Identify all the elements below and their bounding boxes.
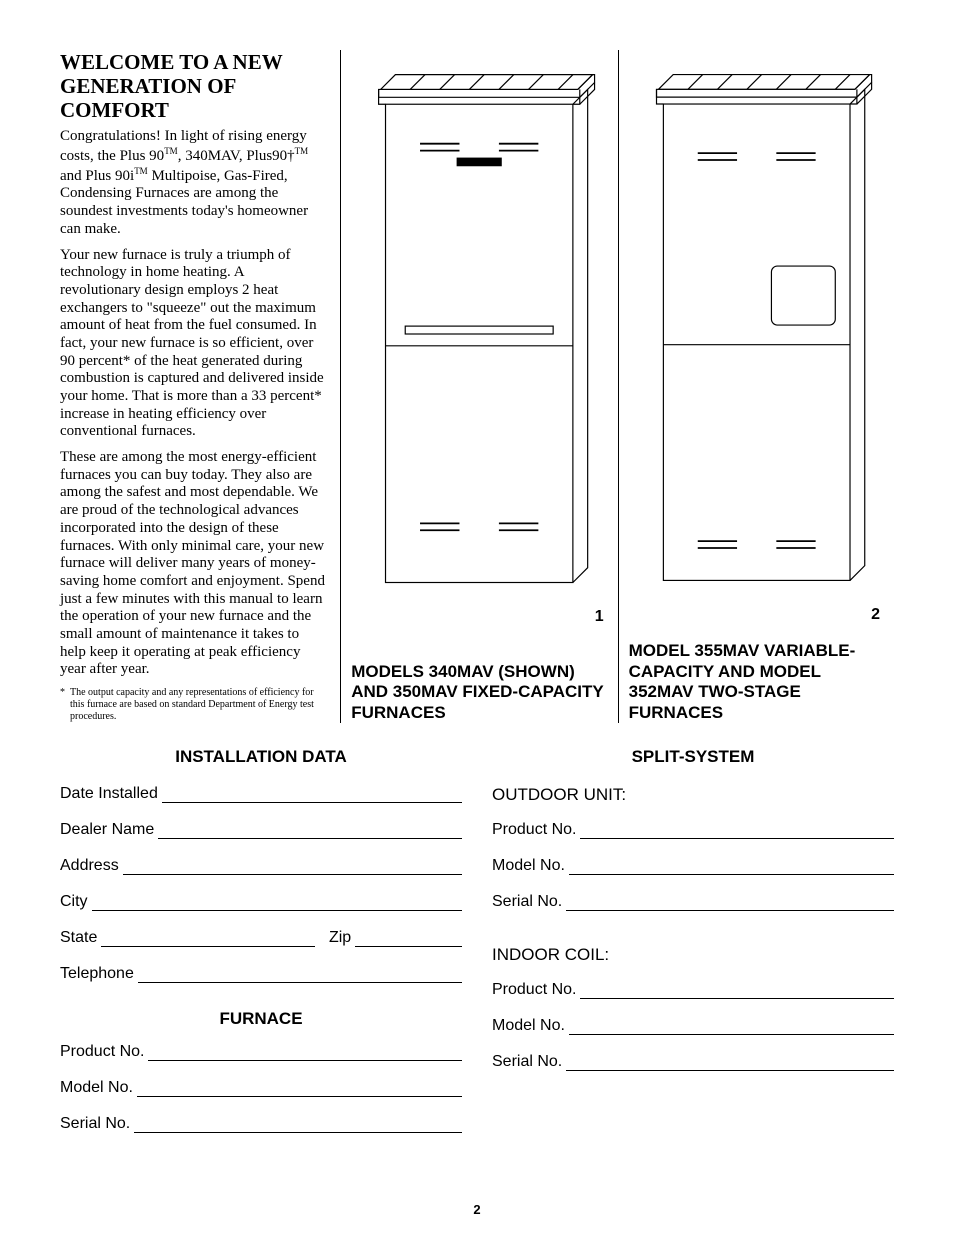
figure-2-column: 2 MODEL 355MAV VARIABLE-CAPACITY AND MOD… — [618, 50, 894, 723]
footnote-star: * — [60, 687, 70, 723]
line-indoor-product[interactable] — [580, 985, 894, 999]
line-outdoor-serial[interactable] — [566, 897, 894, 911]
figure-2-number: 2 — [629, 606, 880, 624]
line-date[interactable] — [162, 789, 462, 803]
field-outdoor-model: Model No. — [492, 857, 894, 875]
figure-1-wrap: 1 — [351, 50, 607, 662]
line-indoor-serial[interactable] — [566, 1057, 894, 1071]
outdoor-unit-heading: OUTDOOR UNIT: — [492, 785, 894, 805]
label-indoor-serial: Serial No. — [492, 1053, 562, 1071]
label-furnace-product: Product No. — [60, 1043, 144, 1061]
field-furnace-serial: Serial No. — [60, 1115, 462, 1133]
welcome-p3: These are among the most energy-efficien… — [60, 449, 328, 679]
welcome-column: WELCOME TO A NEW GENERATION OF COMFORT C… — [60, 50, 341, 723]
furnace-heading: FURNACE — [60, 1009, 462, 1029]
field-furnace-product: Product No. — [60, 1043, 462, 1061]
furnace-1-illustration — [351, 50, 607, 602]
field-indoor-product: Product No. — [492, 981, 894, 999]
line-telephone[interactable] — [138, 969, 462, 983]
label-zip: Zip — [329, 929, 351, 947]
p1-c: and Plus 90i — [60, 168, 134, 184]
welcome-p1: Congratulations! In light of rising ener… — [60, 128, 328, 238]
welcome-p2: Your new furnace is truly a triumph of t… — [60, 247, 328, 442]
form-section: INSTALLATION DATA Date Installed Dealer … — [60, 747, 894, 1151]
line-city[interactable] — [92, 897, 462, 911]
line-furnace-product[interactable] — [148, 1047, 462, 1061]
field-city: City — [60, 893, 462, 911]
line-address[interactable] — [123, 861, 462, 875]
page: WELCOME TO A NEW GENERATION OF COMFORT C… — [0, 0, 954, 1235]
label-telephone: Telephone — [60, 965, 134, 983]
footnote-text: The output capacity and any representati… — [70, 687, 328, 723]
field-date-installed: Date Installed — [60, 785, 462, 803]
figure-1-number: 1 — [351, 608, 603, 626]
top-section: WELCOME TO A NEW GENERATION OF COMFORT C… — [60, 50, 894, 723]
tm2: TM — [295, 146, 309, 156]
split-system-heading: SPLIT-SYSTEM — [492, 747, 894, 767]
line-outdoor-product[interactable] — [580, 825, 894, 839]
line-furnace-serial[interactable] — [134, 1119, 462, 1133]
figure-1-caption: MODELS 340MAV (SHOWN) AND 350MAV FIXED-C… — [351, 662, 607, 723]
label-furnace-model: Model No. — [60, 1079, 133, 1097]
line-state[interactable] — [101, 933, 315, 947]
tm1: TM — [164, 146, 178, 156]
label-state: State — [60, 929, 97, 947]
field-dealer-name: Dealer Name — [60, 821, 462, 839]
installation-data-column: INSTALLATION DATA Date Installed Dealer … — [60, 747, 462, 1151]
label-address: Address — [60, 857, 119, 875]
label-dealer: Dealer Name — [60, 821, 154, 839]
field-indoor-serial: Serial No. — [492, 1053, 894, 1071]
furnace-2-illustration — [629, 50, 884, 600]
split-system-column: SPLIT-SYSTEM OUTDOOR UNIT: Product No. M… — [492, 747, 894, 1151]
figure-2-caption: MODEL 355MAV VARIABLE-CAPACITY AND MODEL… — [629, 641, 884, 723]
field-address: Address — [60, 857, 462, 875]
field-indoor-model: Model No. — [492, 1017, 894, 1035]
line-dealer[interactable] — [158, 825, 462, 839]
label-outdoor-serial: Serial No. — [492, 893, 562, 911]
line-outdoor-model[interactable] — [569, 861, 894, 875]
line-indoor-model[interactable] — [569, 1021, 894, 1035]
footnote: * The output capacity and any representa… — [60, 687, 328, 723]
line-zip[interactable] — [355, 933, 462, 947]
installation-data-heading: INSTALLATION DATA — [60, 747, 462, 767]
field-outdoor-product: Product No. — [492, 821, 894, 839]
label-indoor-model: Model No. — [492, 1017, 565, 1035]
p1-b: , 340MAV, Plus90† — [178, 148, 295, 164]
label-outdoor-model: Model No. — [492, 857, 565, 875]
field-telephone: Telephone — [60, 965, 462, 983]
label-outdoor-product: Product No. — [492, 821, 576, 839]
field-outdoor-serial: Serial No. — [492, 893, 894, 911]
figure-2-wrap: 2 — [629, 50, 884, 641]
tm3: TM — [134, 166, 148, 176]
welcome-heading: WELCOME TO A NEW GENERATION OF COMFORT — [60, 50, 328, 122]
page-number: 2 — [0, 1202, 954, 1217]
field-furnace-model: Model No. — [60, 1079, 462, 1097]
figure-1-column: 1 MODELS 340MAV (SHOWN) AND 350MAV FIXED… — [341, 50, 617, 723]
label-date: Date Installed — [60, 785, 158, 803]
label-furnace-serial: Serial No. — [60, 1115, 130, 1133]
label-city: City — [60, 893, 88, 911]
field-state-zip: State Zip — [60, 929, 462, 947]
indoor-coil-heading: INDOOR COIL: — [492, 945, 894, 965]
label-indoor-product: Product No. — [492, 981, 576, 999]
line-furnace-model[interactable] — [137, 1083, 462, 1097]
